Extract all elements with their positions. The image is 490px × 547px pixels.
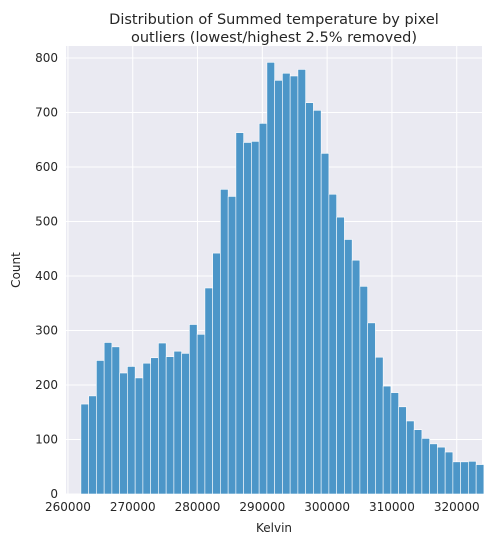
- histogram-bar: [88, 395, 97, 495]
- histogram-bar: [460, 461, 469, 495]
- histogram-bar: [421, 438, 430, 495]
- histogram-bar: [235, 132, 244, 495]
- histogram-bar: [413, 429, 423, 495]
- chart-title-line-2: outliers (lowest/highest 2.5% removed): [131, 30, 417, 46]
- histogram-bar: [165, 356, 175, 495]
- histogram-bar: [305, 102, 314, 495]
- histogram-bar: [274, 80, 283, 495]
- histogram-bar: [429, 443, 438, 495]
- histogram-bar: [134, 377, 144, 495]
- histogram-bar: [444, 451, 454, 495]
- histogram-bar: [173, 350, 182, 495]
- histogram-bar: [258, 123, 268, 495]
- histogram-bar: [189, 324, 198, 495]
- histogram-bar: [181, 353, 190, 495]
- y-tick-label: 600: [35, 160, 58, 174]
- x-tick-label: 280000: [175, 500, 221, 514]
- histogram-bar: [406, 420, 415, 495]
- histogram-bar: [282, 72, 291, 495]
- histogram-bar: [351, 259, 361, 495]
- histogram-bar: [320, 153, 330, 495]
- histogram-bar: [251, 141, 260, 495]
- y-tick-label: 700: [35, 105, 58, 119]
- x-tick-label: 320000: [434, 500, 480, 514]
- y-tick-label: 100: [35, 432, 58, 446]
- histogram-bar: [96, 360, 105, 495]
- histogram-bar: [468, 460, 477, 495]
- y-tick-label: 300: [35, 323, 58, 337]
- histogram-bar: [142, 362, 151, 495]
- histogram-bar: [80, 403, 89, 495]
- histogram-bar: [359, 286, 368, 495]
- histogram-bar: [398, 406, 407, 495]
- chart-title-line-1: Distribution of Summed temperature by pi…: [109, 12, 439, 28]
- histogram-bar: [158, 342, 167, 495]
- y-tick-label: 500: [35, 214, 58, 228]
- bars: [80, 62, 485, 495]
- histogram-bar: [212, 252, 221, 495]
- x-tick-label: 290000: [239, 500, 285, 514]
- histogram-bar: [336, 216, 345, 495]
- histogram-bar: [119, 372, 128, 495]
- x-axis-label: Kelvin: [256, 521, 292, 535]
- x-tick-label: 260000: [45, 500, 91, 514]
- histogram-bar: [452, 461, 461, 495]
- histogram-bar: [313, 110, 322, 495]
- histogram-bar: [437, 446, 446, 495]
- histogram-bar: [382, 385, 392, 495]
- histogram-bar: [390, 392, 399, 495]
- y-axis-label: Count: [9, 252, 23, 288]
- x-tick-label: 270000: [110, 500, 156, 514]
- histogram-bar: [127, 366, 136, 495]
- histogram-bar: [220, 189, 229, 495]
- histogram-bar: [475, 464, 485, 495]
- histogram-bar: [375, 356, 384, 495]
- y-tick-label: 200: [35, 378, 58, 392]
- y-tick-label: 400: [35, 269, 58, 283]
- histogram-bar: [196, 334, 206, 495]
- x-tick-label: 300000: [304, 500, 350, 514]
- histogram-bar: [150, 357, 159, 495]
- y-tick-label: 0: [50, 487, 58, 501]
- y-tick-labels: 0 100 200 300 400 500 600 700 800: [35, 51, 58, 501]
- histogram-bar: [367, 322, 376, 495]
- histogram-bar: [297, 69, 306, 495]
- histogram-bar: [243, 142, 252, 495]
- x-tick-labels: 260000 270000 280000 290000 300000 310000 3200…: [45, 500, 480, 514]
- histogram-bar: [111, 346, 120, 495]
- histogram-bar: [204, 287, 213, 495]
- x-tick-label: 310000: [369, 500, 415, 514]
- histogram-bar: [328, 193, 337, 495]
- y-tick-label: 800: [35, 51, 58, 65]
- histogram-bar: [227, 196, 237, 495]
- histogram-bar: [266, 62, 275, 495]
- histogram-bar: [103, 342, 113, 495]
- histogram-bar: [344, 239, 353, 495]
- histogram-bar: [289, 75, 299, 495]
